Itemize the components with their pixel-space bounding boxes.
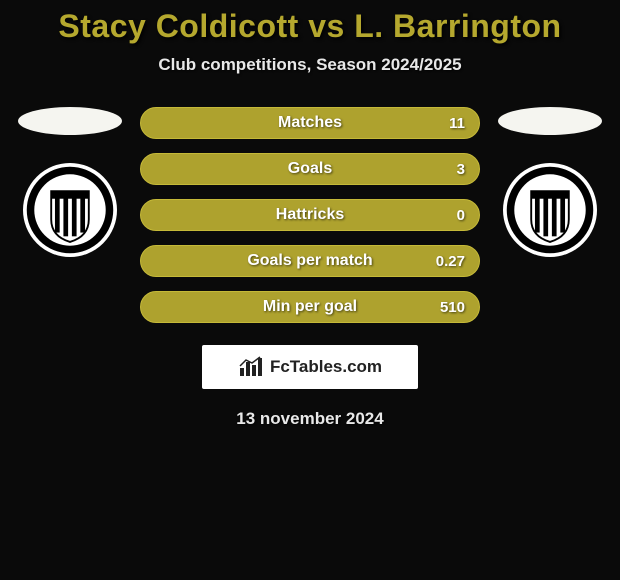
left-avatar-placeholder [18, 107, 122, 135]
date-line: 13 november 2024 [236, 409, 383, 429]
stat-bar: Goals per match 0.27 [140, 245, 480, 277]
stat-label: Min per goal [263, 298, 357, 316]
stat-right-value: 3 [457, 161, 465, 178]
stats-column: Matches 11 Goals 3 Hattricks 0 Goals per match… [140, 107, 480, 323]
left-club-badge [23, 163, 117, 257]
right-club-badge [503, 163, 597, 257]
stat-label: Goals [288, 160, 332, 178]
stat-label: Hattricks [276, 206, 344, 224]
comparison-card: Stacy Coldicott vs L. Barrington Club co… [0, 0, 620, 429]
stat-right-value: 11 [449, 115, 465, 132]
stat-bar: Matches 11 [140, 107, 480, 139]
brand-badge: FcTables.com [202, 345, 418, 389]
right-player-col [490, 107, 610, 257]
stat-right-value: 0.27 [436, 253, 465, 270]
brand-text: FcTables.com [270, 357, 382, 377]
stat-bar: Hattricks 0 [140, 199, 480, 231]
stat-right-value: 0 [457, 207, 465, 224]
body-row: Matches 11 Goals 3 Hattricks 0 Goals per match… [0, 107, 620, 323]
brand-chart-icon [238, 356, 264, 378]
stat-bar: Min per goal 510 [140, 291, 480, 323]
stat-right-value: 510 [440, 299, 465, 316]
stat-label: Matches [278, 114, 342, 132]
right-avatar-placeholder [498, 107, 602, 135]
stat-label: Goals per match [247, 252, 372, 270]
page-title: Stacy Coldicott vs L. Barrington [58, 8, 561, 45]
left-player-col [10, 107, 130, 257]
subtitle: Club competitions, Season 2024/2025 [158, 55, 461, 75]
stat-bar: Goals 3 [140, 153, 480, 185]
